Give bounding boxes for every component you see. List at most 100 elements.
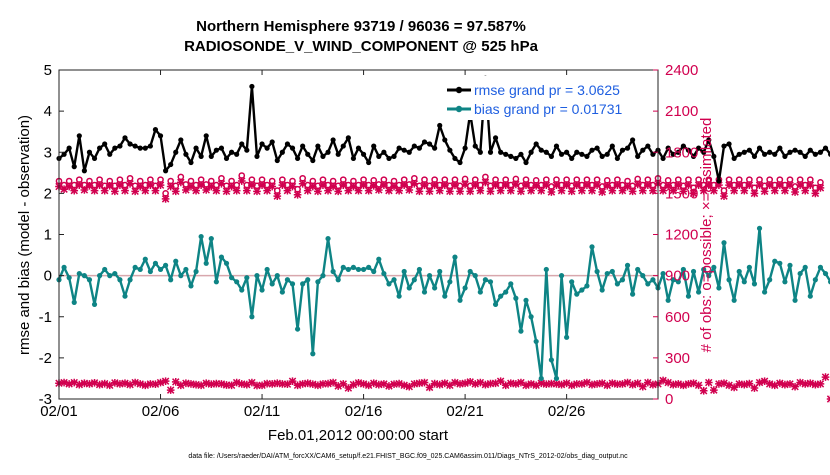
chart-subtitle: RADIOSONDE_V_WIND_COMPONENT @ 525 hPa — [184, 38, 539, 55]
bias-point — [477, 289, 483, 295]
obs-assimilated-point — [253, 381, 261, 390]
obs-assimilated-point — [187, 182, 195, 191]
bias-point — [614, 281, 620, 287]
obs-assimilated-point — [334, 382, 343, 390]
obs-assimilated-point — [608, 186, 617, 195]
rmse-point — [508, 153, 514, 159]
y-axis-label: rmse and bias (model - observation) — [16, 115, 33, 355]
bias-point — [619, 277, 626, 283]
obs-assimilated-point — [456, 187, 464, 196]
y-right-tick-label: 300 — [665, 350, 690, 367]
bias-point — [498, 293, 504, 299]
obs-assimilated-point — [674, 380, 683, 388]
bias-point — [107, 273, 113, 279]
bias-point — [391, 277, 397, 283]
rmse-point — [675, 149, 681, 155]
obs-assimilated-point — [303, 379, 312, 388]
obs-assimilated-point — [121, 379, 129, 388]
obs-assimilated-point — [258, 181, 266, 189]
obs-assimilated-point — [451, 181, 459, 189]
obs-assimilated-point — [288, 377, 297, 386]
obs-assimilated-point — [329, 378, 337, 387]
rmse-point — [564, 149, 570, 155]
bias-point — [112, 270, 118, 277]
obs-assimilated-point — [349, 380, 358, 389]
obs-assimilated-point — [258, 381, 266, 390]
bias-point — [360, 266, 367, 273]
obs-assimilated-point — [811, 189, 820, 198]
rmse-point — [604, 151, 610, 157]
y-tick-label: 5 — [44, 62, 52, 79]
obs-assimilated-point — [364, 186, 373, 195]
bias-point — [594, 268, 600, 275]
bias-point — [355, 266, 362, 273]
rmse-point — [81, 168, 87, 174]
rmse-point — [579, 151, 585, 157]
obs-assimilated-point — [435, 380, 444, 389]
obs-count-layer — [55, 172, 830, 403]
series-assimilated-obs — [55, 177, 825, 203]
obs-assimilated-point — [725, 181, 733, 189]
bias-point — [198, 233, 204, 240]
obs-assimilated-point — [816, 380, 825, 388]
rmse-point — [345, 135, 351, 141]
bias-point — [756, 225, 763, 231]
obs-assimilated-point — [395, 379, 403, 388]
obs-assimilated-point — [100, 186, 109, 195]
obs-assimilated-point — [796, 181, 804, 189]
rmse-point — [254, 153, 260, 159]
obs-assimilated-point — [801, 186, 810, 195]
bias-point — [81, 273, 87, 279]
rmse-point — [112, 145, 118, 151]
obs-assimilated-point — [298, 380, 307, 388]
obs-assimilated-point — [750, 189, 759, 198]
bias-point — [452, 254, 458, 260]
rmse-point — [305, 151, 311, 157]
obs-assimilated-point — [471, 380, 480, 388]
obs-assimilated-point — [679, 187, 688, 196]
obs-assimilated-point — [90, 186, 99, 195]
obs-assimilated-point — [715, 380, 723, 388]
obs-assimilated-point — [136, 380, 145, 388]
rmse-point — [558, 151, 565, 157]
bias-point — [812, 277, 818, 283]
x-tick-label: 02/26 — [548, 403, 586, 420]
bias-point — [259, 287, 265, 293]
bias-point — [122, 293, 128, 299]
obs-assimilated-point — [709, 186, 718, 195]
rmse-point — [325, 149, 331, 155]
obs-assimilated-point — [522, 181, 530, 189]
obs-assimilated-point — [517, 187, 525, 196]
obs-assimilated-point — [278, 380, 287, 388]
bias-point — [386, 281, 392, 287]
rmse-point — [706, 137, 712, 143]
obs-assimilated-point — [791, 382, 799, 391]
rmse-point — [574, 149, 580, 155]
obs-assimilated-point — [471, 181, 480, 189]
rmse-point — [797, 149, 803, 155]
bias-point — [406, 285, 412, 291]
rmse-point — [203, 133, 209, 139]
obs-assimilated-point — [344, 384, 353, 392]
rmse-point — [76, 133, 82, 139]
bias-point — [792, 297, 798, 303]
obs-assimilated-point — [537, 379, 546, 388]
obs-assimilated-point — [527, 186, 535, 195]
bias-point — [310, 351, 316, 357]
bias-point — [817, 264, 824, 270]
rmse-point — [416, 145, 423, 151]
rmse-point — [726, 141, 732, 147]
obs-assimilated-point — [588, 186, 596, 195]
rmse-point — [787, 149, 793, 155]
obs-assimilated-point — [192, 380, 200, 389]
obs-assimilated-point — [263, 379, 271, 388]
rmse-point — [665, 145, 671, 151]
obs-assimilated-point — [293, 381, 302, 390]
rmse-point — [472, 143, 478, 149]
bias-point — [635, 266, 641, 273]
rmse-point — [619, 147, 626, 153]
obs-assimilated-point — [765, 380, 774, 388]
obs-assimilated-point — [288, 182, 297, 191]
y-ticks-left: 5 4 3 2 1 0 -1 -2 -3 — [39, 62, 64, 408]
